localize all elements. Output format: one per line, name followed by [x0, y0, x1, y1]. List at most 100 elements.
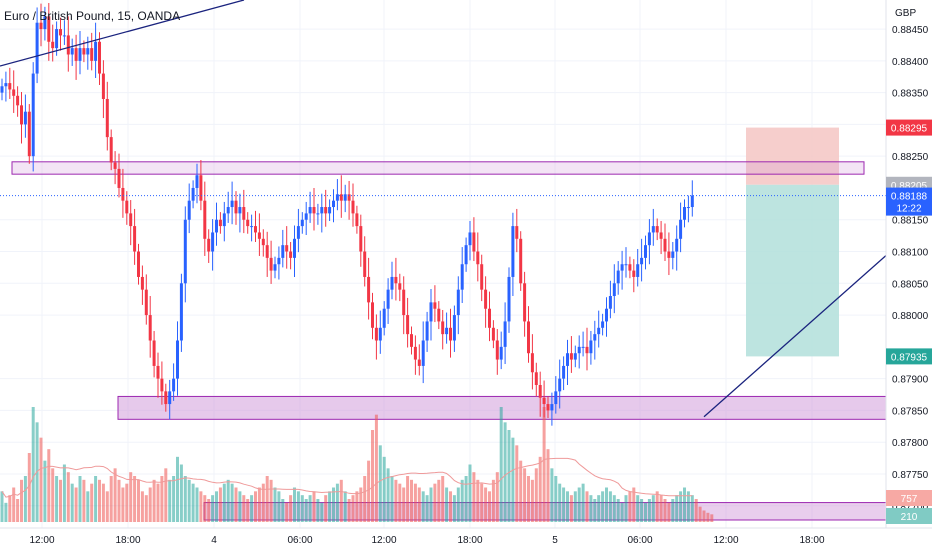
volume-bar: [433, 483, 437, 522]
candle-body: [449, 327, 452, 341]
volume-bar: [398, 483, 402, 522]
candle-body: [0, 86, 4, 93]
price-axis-panel[interactable]: [886, 0, 932, 528]
volume-bar: [445, 487, 449, 522]
candle-body: [238, 207, 242, 214]
volume-bar: [585, 491, 589, 522]
candle-body: [651, 226, 655, 233]
candle-body: [351, 200, 355, 214]
candle-body: [4, 83, 8, 87]
candle-body: [421, 340, 425, 366]
time-axis[interactable]: 12:00 18:00 4 06:00 12:00 18:00 5 06:00 12:00 18:…: [29, 535, 824, 546]
candle-body: [86, 48, 90, 55]
candle-body: [562, 365, 566, 379]
candle-body: [222, 213, 226, 227]
candle-body: [374, 327, 378, 341]
candle-body: [675, 238, 679, 252]
volume-bar: [66, 472, 70, 522]
candle-body: [523, 283, 527, 322]
volume-ma-line: [1, 457, 693, 498]
candle-body: [70, 48, 74, 55]
candle-body: [281, 245, 285, 258]
volume-bar: [269, 479, 273, 522]
candle-body: [484, 289, 488, 309]
volume-bar: [636, 495, 640, 522]
candle-body: [191, 187, 195, 201]
candle-body: [569, 353, 573, 360]
volume-bar: [183, 476, 187, 522]
volume-bar: [246, 499, 250, 522]
candle-body: [300, 219, 304, 227]
stop-loss-zone: [746, 127, 839, 185]
volume-bar: [218, 487, 222, 522]
candle-body: [215, 219, 218, 233]
volume-bar: [144, 495, 148, 522]
volume-bar: [417, 487, 421, 522]
stop-price-label: 0.88295: [891, 124, 928, 135]
candle-body: [168, 391, 172, 405]
volume-bar: [90, 483, 94, 522]
candle-body: [199, 175, 203, 201]
candle-body: [277, 257, 281, 265]
candle-body: [679, 219, 683, 239]
volume-bar: [554, 476, 558, 522]
candle-body: [503, 321, 507, 347]
candle-body: [632, 270, 636, 277]
candle-body: [359, 226, 363, 252]
volume-bar: [488, 491, 491, 522]
volume-bar: [324, 495, 328, 522]
volume-bar: [663, 499, 667, 522]
candle-body: [363, 251, 367, 277]
upper-trendline: [0, 0, 245, 67]
volume-bar: [168, 479, 172, 522]
volume-bar: [78, 476, 82, 522]
volume-bar: [515, 445, 519, 522]
candle-body: [671, 251, 675, 258]
candle-body: [558, 378, 562, 392]
x-tick-label: 18:00: [457, 535, 482, 546]
volume-bar: [137, 479, 140, 522]
volume-bar: [113, 468, 117, 522]
volume-bar: [608, 491, 612, 522]
volume-bar: [148, 487, 152, 522]
volume-bar: [507, 430, 511, 522]
volume-bar: [686, 491, 690, 522]
candle-body: [261, 238, 265, 246]
volume-bar: [82, 479, 86, 522]
candle-body: [160, 378, 164, 392]
candle-body: [378, 327, 382, 341]
volume-bar: [0, 491, 4, 522]
volume-bar: [94, 476, 98, 522]
volume-bar: [316, 499, 320, 522]
candle-body: [117, 168, 121, 188]
volume-bar: [374, 414, 378, 522]
candle-body: [339, 194, 343, 201]
candle-body: [74, 48, 78, 61]
candle-body: [472, 232, 476, 252]
candle-body: [43, 16, 47, 30]
volume-bar: [468, 464, 472, 522]
volume-bar: [534, 468, 538, 522]
chart-title[interactable]: Euro / British Pound, 15, OANDA: [4, 9, 180, 23]
candle-body: [226, 207, 230, 214]
candle-body: [507, 276, 511, 322]
volume-bar: [706, 512, 710, 522]
candle-body: [597, 327, 601, 335]
candle-body: [234, 200, 238, 214]
volume-bar: [640, 499, 644, 522]
candle-body: [289, 251, 293, 258]
candle-body: [542, 397, 546, 405]
volume-bar: [12, 487, 16, 522]
candle-body: [390, 276, 394, 290]
volume-bar: [293, 487, 296, 522]
volume-bar: [480, 483, 484, 522]
volume-bar: [39, 437, 43, 522]
candle-body: [355, 213, 359, 227]
y-tick-label: 0.88350: [892, 89, 929, 100]
candle-body: [207, 238, 211, 252]
volume-bar: [55, 476, 59, 522]
candle-body: [125, 200, 129, 214]
candle-body: [425, 321, 429, 341]
